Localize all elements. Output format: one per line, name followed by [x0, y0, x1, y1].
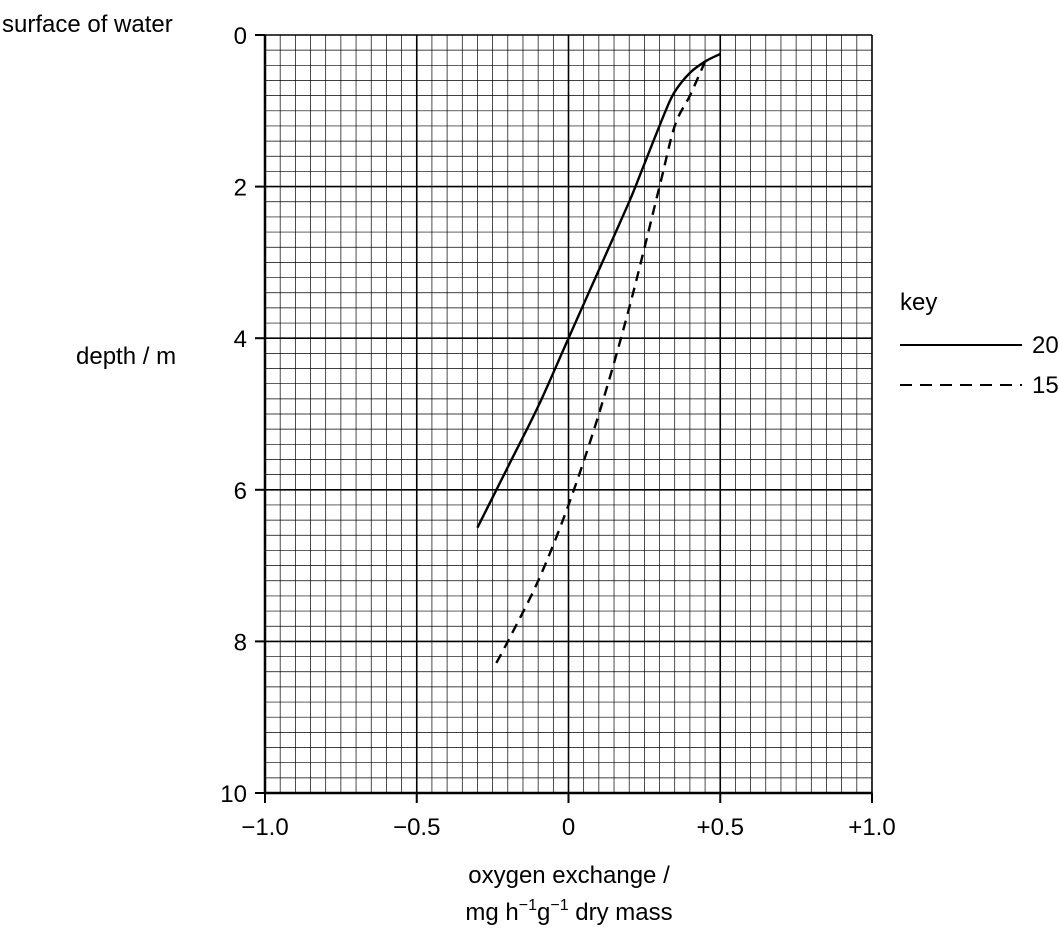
legend-title: key [900, 289, 937, 316]
y-tick-label: 10 [220, 781, 247, 808]
y-tick-label: 4 [234, 326, 247, 353]
y-axis-label: depth / m [76, 343, 176, 370]
y-tick-label: 0 [234, 23, 247, 50]
y-tick-label: 2 [234, 175, 247, 202]
x-tick-label: 0 [562, 814, 575, 841]
tick-labels: −1.0 −0.5 0 +0.5 +1.0 0 2 4 6 8 10 [220, 23, 895, 841]
x-axis-label-line1: oxygen exchange / [468, 862, 670, 889]
x-unit-pre: mg h [465, 899, 518, 926]
x-tick-label: +0.5 [697, 814, 744, 841]
y-tick-label: 6 [234, 478, 247, 505]
legend-label-20c: 20°C [1032, 332, 1059, 359]
x-tick-label: −0.5 [393, 814, 440, 841]
legend-label-15c: 15°C [1032, 372, 1059, 399]
series-line-15c [494, 61, 707, 665]
x-unit-mid: g [537, 899, 550, 926]
legend: key 20°C 15°C [900, 289, 1059, 399]
x-tick-label: +1.0 [848, 814, 895, 841]
data-series [476, 52, 721, 665]
surface-label: surface of water [2, 11, 173, 38]
x-unit-post: dry mass [569, 899, 673, 926]
x-unit-sup1: −1 [519, 897, 537, 914]
x-unit-sup2: −1 [550, 897, 568, 914]
x-axis-label-line2: mg h−1g−1 dry mass [465, 897, 672, 926]
series-line-20c [476, 52, 721, 529]
y-tick-label: 8 [234, 629, 247, 656]
x-tick-label: −1.0 [241, 814, 288, 841]
